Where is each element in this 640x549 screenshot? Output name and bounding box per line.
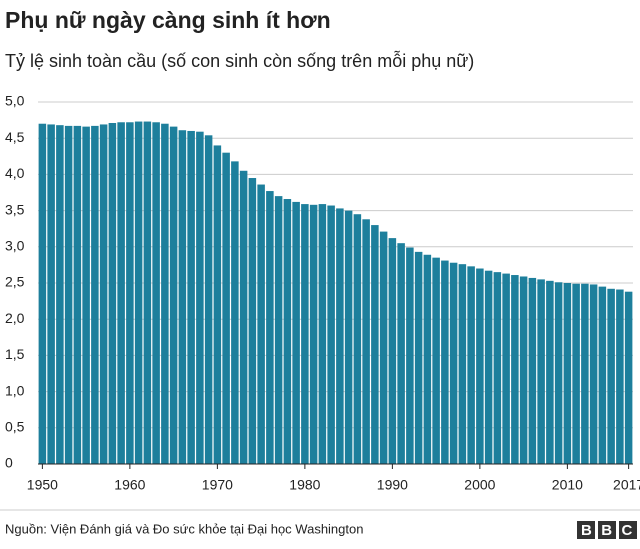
bar	[47, 124, 55, 464]
chart-title: Phụ nữ ngày càng sinh ít hơn	[5, 7, 331, 33]
x-tick-label: 1970	[202, 477, 233, 493]
bar	[353, 214, 362, 464]
bar	[554, 282, 563, 464]
bar	[91, 125, 99, 464]
bar	[196, 131, 204, 464]
y-tick-label: 3,5	[5, 201, 25, 217]
bar	[493, 272, 502, 464]
bar	[82, 126, 90, 464]
bar	[169, 126, 178, 464]
bar	[301, 204, 309, 465]
y-tick-label: 3,0	[5, 238, 25, 254]
bar	[519, 276, 528, 464]
bar	[502, 273, 510, 464]
bar	[467, 266, 475, 464]
bar	[117, 122, 125, 464]
bar	[624, 291, 633, 464]
bar	[152, 122, 160, 464]
y-tick-label: 1,5	[5, 346, 25, 362]
bar	[283, 199, 292, 465]
bar	[231, 161, 239, 465]
bar	[204, 135, 213, 464]
bar	[362, 219, 370, 464]
bar	[73, 125, 82, 464]
x-tick-label: 2010	[552, 477, 583, 493]
logo-box	[598, 521, 616, 539]
bar	[336, 208, 344, 464]
y-tick-label: 0,5	[5, 419, 25, 435]
bar	[274, 196, 283, 464]
bar	[379, 231, 388, 464]
bar	[371, 225, 379, 464]
y-tick-label: 4,5	[5, 129, 25, 145]
bar	[309, 204, 318, 465]
bar	[257, 184, 265, 464]
bar	[589, 284, 598, 464]
bar	[616, 289, 624, 464]
bar	[406, 247, 414, 464]
bar	[327, 205, 335, 465]
bar	[64, 125, 73, 464]
bar	[239, 170, 248, 464]
chart-subtitle: Tỷ lệ sinh toàn cầu (số con sinh còn sốn…	[5, 50, 474, 71]
logo-box	[577, 521, 595, 539]
x-tick-label: 1960	[114, 477, 145, 493]
y-tick-label: 2,0	[5, 310, 25, 326]
bar	[388, 238, 397, 464]
bar	[143, 121, 152, 464]
y-tick-label: 0	[5, 455, 13, 471]
bar	[423, 254, 432, 464]
bar	[572, 283, 580, 464]
bar	[99, 124, 108, 464]
bar	[476, 268, 484, 464]
bar	[56, 125, 64, 464]
x-tick-label: 1980	[289, 477, 320, 493]
x-tick-label: 2000	[464, 477, 495, 493]
y-tick-label: 5,0	[5, 93, 25, 109]
bar	[414, 251, 423, 464]
x-tick-label: 2017	[613, 477, 640, 493]
y-tick-label: 1,0	[5, 382, 25, 398]
bar	[248, 178, 257, 464]
bar	[528, 277, 537, 464]
bar	[134, 121, 143, 464]
bar	[222, 152, 230, 464]
bar	[213, 145, 222, 464]
bar	[581, 283, 589, 464]
bar	[344, 210, 353, 464]
x-tick-label: 1950	[27, 477, 58, 493]
bar	[38, 123, 47, 464]
bar	[432, 257, 440, 464]
bar	[178, 130, 187, 464]
logo: BBC	[577, 521, 640, 539]
bar	[449, 262, 458, 464]
bar	[187, 130, 195, 464]
bar	[441, 260, 449, 464]
bar	[397, 243, 405, 464]
y-tick-label: 4,0	[5, 165, 25, 181]
bar	[511, 275, 519, 464]
x-tick-label: 1990	[377, 477, 408, 493]
bar	[161, 123, 169, 464]
source: Nguồn: Viện Đánh giá và Đo sức khỏe tại …	[5, 521, 363, 536]
bar	[126, 122, 134, 464]
bar	[108, 122, 117, 464]
bar	[266, 191, 274, 464]
bar	[537, 279, 545, 464]
bar	[598, 286, 607, 464]
bar	[607, 288, 615, 464]
bar	[318, 204, 327, 465]
y-tick-label: 2,5	[5, 274, 25, 290]
bar	[458, 264, 467, 464]
bar	[563, 283, 572, 464]
bar	[484, 270, 493, 464]
logo-box	[619, 521, 637, 539]
bar	[546, 280, 554, 464]
logo-text: BBC	[581, 522, 640, 539]
bar	[292, 201, 300, 465]
